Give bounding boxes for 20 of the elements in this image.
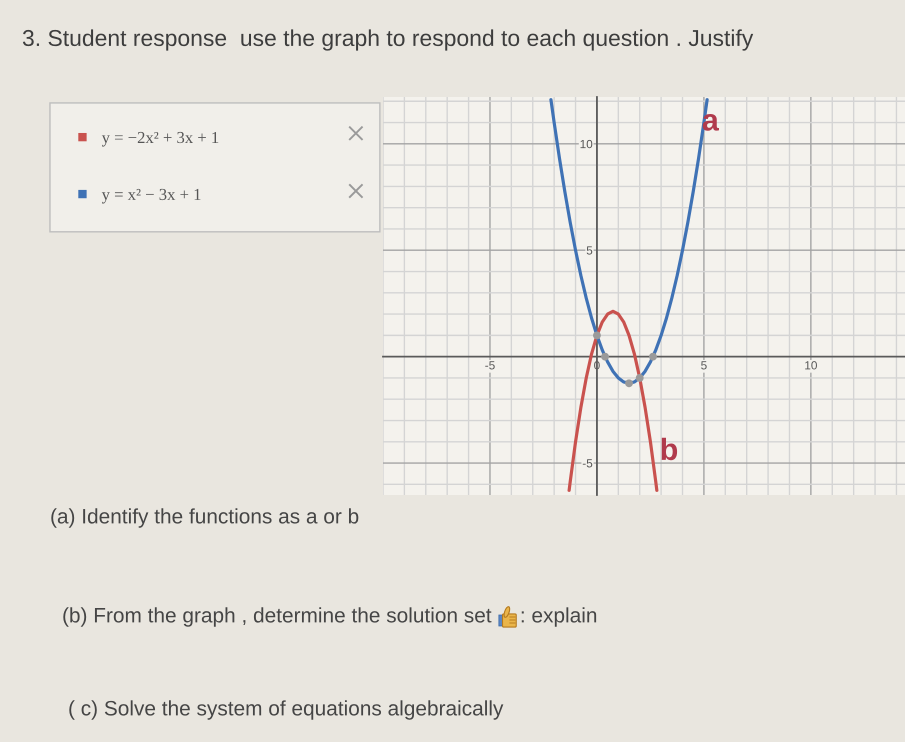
y-tick-label: 10 — [580, 140, 592, 148]
chart-title: 3. Student response use the graph to respond to each question . Justify — [22, 29, 754, 51]
point — [625, 379, 633, 388]
text: : explain — [522, 607, 596, 627]
legend-label: y = x² − 3x + 1 — [102, 188, 200, 204]
point — [593, 331, 601, 340]
x-tick-label: 5 — [701, 361, 707, 370]
point — [649, 352, 657, 361]
y-tick-label: -5 — [582, 459, 592, 468]
point — [601, 352, 609, 361]
line-series — [568, 310, 658, 492]
point — [636, 374, 644, 382]
text: (a) Identify the functions as a or b — [51, 508, 358, 528]
annotation: b — [662, 438, 678, 460]
legend-label: y = −2x² + 3x + 1 — [102, 132, 218, 147]
x-tick-label: -5 — [485, 361, 495, 370]
y-tick-label: 5 — [586, 246, 592, 255]
x-tick-label: 10 — [805, 361, 817, 370]
text: ( c) Solve the system of equations algebraically — [69, 700, 504, 720]
text: (b) From the graph , determine the solution set — [63, 607, 492, 627]
